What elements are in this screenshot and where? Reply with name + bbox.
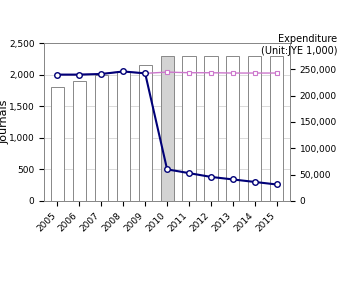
- Bar: [117, 71, 130, 201]
- Bar: [226, 56, 239, 201]
- Text: Expenditure: Expenditure: [279, 34, 338, 44]
- Bar: [182, 56, 196, 201]
- Y-axis label: Journals: Journals: [0, 100, 10, 144]
- Bar: [161, 56, 174, 201]
- Bar: [51, 87, 64, 201]
- Bar: [95, 75, 108, 201]
- Bar: [73, 81, 86, 201]
- Bar: [138, 65, 152, 201]
- Bar: [270, 56, 283, 201]
- Bar: [248, 56, 261, 201]
- Text: (Unit:JYE 1,000): (Unit:JYE 1,000): [261, 46, 338, 56]
- Bar: [204, 56, 218, 201]
